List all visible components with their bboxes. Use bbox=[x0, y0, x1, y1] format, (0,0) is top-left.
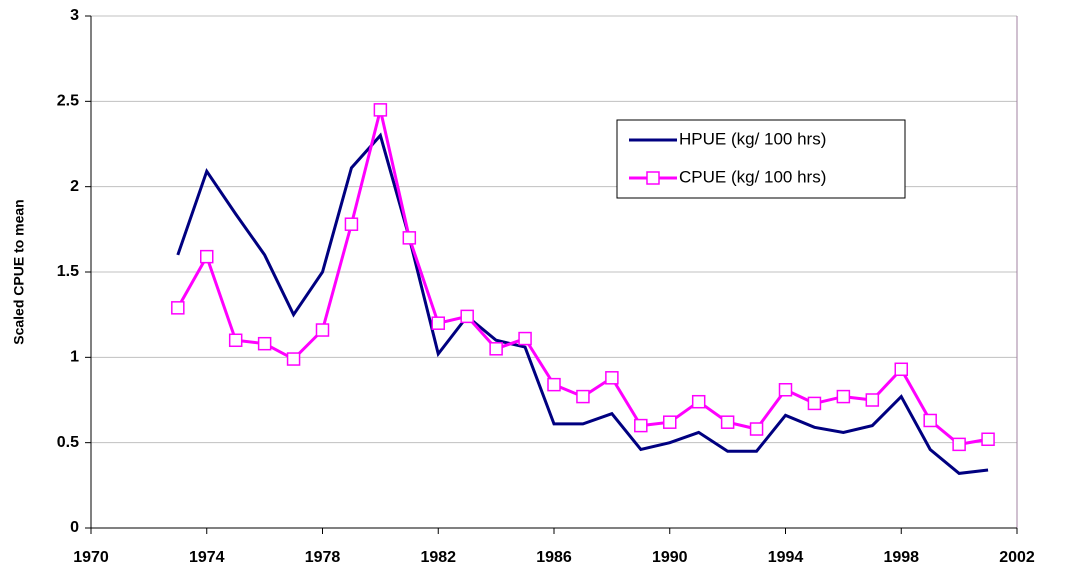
marker bbox=[171, 301, 185, 315]
y-tick-label: 1.5 bbox=[57, 263, 79, 280]
y-tick-label: 0.5 bbox=[57, 434, 79, 451]
marker bbox=[894, 362, 908, 377]
marker bbox=[605, 371, 619, 385]
x-tick-label: 1998 bbox=[883, 549, 919, 566]
marker bbox=[691, 394, 706, 409]
marker bbox=[460, 309, 474, 324]
marker bbox=[749, 422, 764, 436]
y-tick-label: 2.5 bbox=[57, 93, 79, 110]
marker bbox=[315, 323, 330, 337]
marker bbox=[286, 352, 301, 366]
marker bbox=[200, 249, 214, 264]
x-tick-label: 1986 bbox=[536, 549, 572, 566]
marker bbox=[634, 418, 648, 433]
y-tick-label: 1 bbox=[70, 349, 79, 366]
marker bbox=[402, 231, 417, 245]
marker bbox=[720, 415, 735, 429]
marker bbox=[981, 432, 995, 447]
marker bbox=[807, 396, 822, 411]
series-line bbox=[176, 132, 989, 475]
marker bbox=[923, 413, 937, 428]
marker bbox=[836, 389, 851, 404]
x-tick-label: 1978 bbox=[305, 549, 341, 566]
marker bbox=[431, 316, 445, 330]
marker bbox=[344, 217, 359, 231]
marker bbox=[228, 333, 243, 348]
legend-label: HPUE (kg/ 100 hrs) bbox=[679, 129, 826, 148]
x-tick-label: 1990 bbox=[652, 549, 688, 566]
y-tick-label: 0 bbox=[70, 519, 79, 536]
legend-label: CPUE (kg/ 100 hrs) bbox=[679, 167, 826, 186]
marker bbox=[257, 336, 272, 351]
marker bbox=[373, 103, 388, 117]
marker bbox=[489, 342, 503, 356]
marker bbox=[865, 393, 880, 407]
legend-marker bbox=[646, 171, 660, 185]
y-tick-label: 2 bbox=[70, 178, 79, 195]
marker bbox=[952, 437, 966, 452]
marker bbox=[576, 389, 590, 404]
y-axis-label: Scaled CPUE to mean bbox=[11, 199, 27, 345]
x-tick-label: 1994 bbox=[768, 549, 804, 566]
x-tick-label: 1970 bbox=[73, 549, 109, 566]
x-tick-label: 1982 bbox=[420, 549, 456, 566]
y-tick-label: 3 bbox=[70, 7, 79, 24]
x-tick-label: 2002 bbox=[999, 549, 1035, 566]
marker bbox=[778, 383, 793, 397]
legend-box bbox=[616, 119, 906, 199]
marker bbox=[518, 331, 532, 346]
x-tick-label: 1974 bbox=[189, 549, 225, 566]
marker bbox=[547, 377, 561, 392]
marker bbox=[663, 415, 677, 429]
